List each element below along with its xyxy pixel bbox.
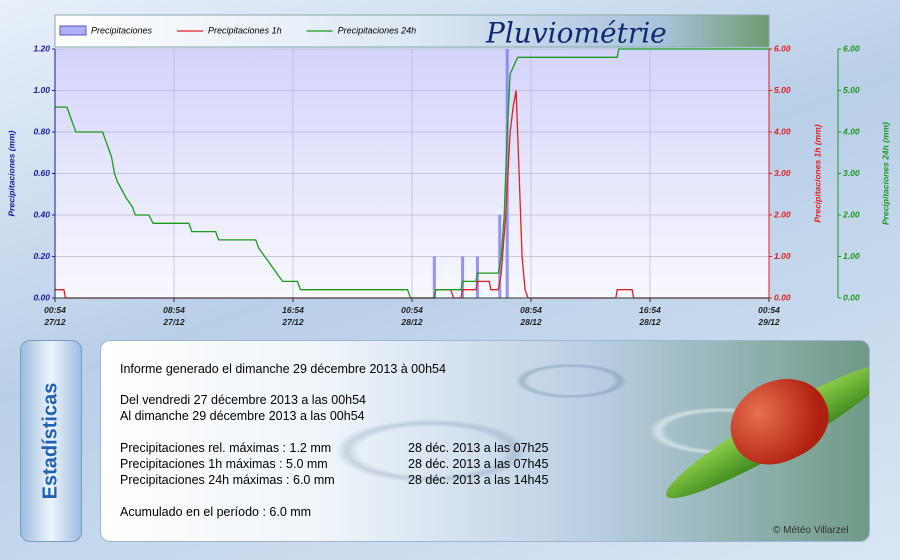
- bar: [432, 256, 436, 298]
- stat-label: Precipitaciones 24h máximas : 6.0 mm: [120, 473, 335, 487]
- copyright: © Météo Villarzel: [773, 525, 849, 536]
- header-box: [54, 14, 770, 48]
- y-tick-label: 6.00: [843, 43, 860, 53]
- y-tick-label: 0.40: [33, 209, 50, 219]
- series-line: [55, 48, 769, 299]
- x-tick-label: 00:54 27/12: [44, 305, 66, 327]
- x-tick-label: 08:54 27/12: [163, 305, 185, 327]
- report-total: Acumulado en el período : 6.0 mm: [120, 505, 312, 519]
- y-tick-label: 0.00: [843, 292, 860, 302]
- legend-label: Precipitaciones 1h: [208, 25, 282, 35]
- report-from: Del vendredi 27 décembre 2013 a las 00h5…: [120, 393, 367, 407]
- y-tick-label: 6.00: [774, 43, 791, 53]
- legend-label: Precipitaciones 24h: [338, 25, 417, 35]
- stats-panel: Informe generado el dimanche 29 décembre…: [100, 340, 870, 542]
- y-tick-label: 3.00: [774, 168, 791, 178]
- y-tick-label: 1.00: [33, 85, 50, 95]
- bar: [461, 256, 465, 298]
- y-tick-label: 5.00: [843, 85, 860, 95]
- axis-title: Precipitaciones 1h (mm): [812, 124, 822, 222]
- chart-title: Pluviométrie: [485, 17, 667, 50]
- side-label: Estadísticas: [39, 382, 62, 500]
- legend-swatch: [59, 25, 87, 36]
- y-tick-label: 1.00: [774, 251, 791, 261]
- x-tick-label: 00:54 28/12: [401, 305, 423, 327]
- y-tick-label: 3.00: [843, 168, 860, 178]
- y-tick-label: 0.00: [33, 292, 50, 302]
- stat-label: Precipitaciones 1h máximas : 5.0 mm: [120, 457, 328, 471]
- y-tick-label: 0.20: [33, 251, 50, 261]
- y-tick-label: 0.60: [33, 168, 50, 178]
- bar: [505, 49, 509, 298]
- y-tick-label: 1.20: [33, 43, 50, 53]
- bar: [498, 215, 502, 298]
- y-tick-label: 2.00: [842, 209, 860, 219]
- y-tick-label: 5.00: [774, 85, 791, 95]
- stat-date: 28 déc. 2013 a las 14h45: [408, 473, 549, 487]
- x-tick-label: 08:54 28/12: [520, 305, 542, 327]
- y-tick-label: 1.00: [843, 251, 860, 261]
- axis-title: Precipitaciones 24h (mm): [880, 122, 890, 225]
- y-tick-label: 4.00: [773, 126, 791, 136]
- y-tick-label: 4.00: [842, 126, 860, 136]
- y-tick-label: 2.00: [773, 209, 791, 219]
- stat-date: 28 déc. 2013 a las 07h45: [408, 457, 549, 471]
- report-to: Al dimanche 29 décembre 2013 a las 00h54: [120, 409, 365, 423]
- y-tick-label: 0.80: [33, 126, 50, 136]
- stat-date: 28 déc. 2013 a las 07h25: [408, 441, 549, 455]
- x-tick-label: 16:54 28/12: [639, 305, 661, 327]
- side-tab: Estadísticas: [20, 340, 82, 542]
- chart: Pluviométrie 0.00 0.20 0.40 0.60 0.80 1.00 1.2…: [6, 14, 890, 302]
- bar: [475, 256, 479, 298]
- x-tick-label: 16:54 27/12: [282, 305, 304, 327]
- report-generated: Informe generado el dimanche 29 décembre…: [120, 362, 446, 376]
- x-tick-label: 00:54 29/12: [758, 305, 780, 327]
- axis-title: Precipitaciones (mm): [6, 130, 16, 216]
- legend-label: Precipitaciones: [91, 25, 153, 35]
- stat-label: Precipitaciones rel. máximas : 1.2 mm: [120, 441, 332, 455]
- y-tick-label: 0.00: [774, 292, 791, 302]
